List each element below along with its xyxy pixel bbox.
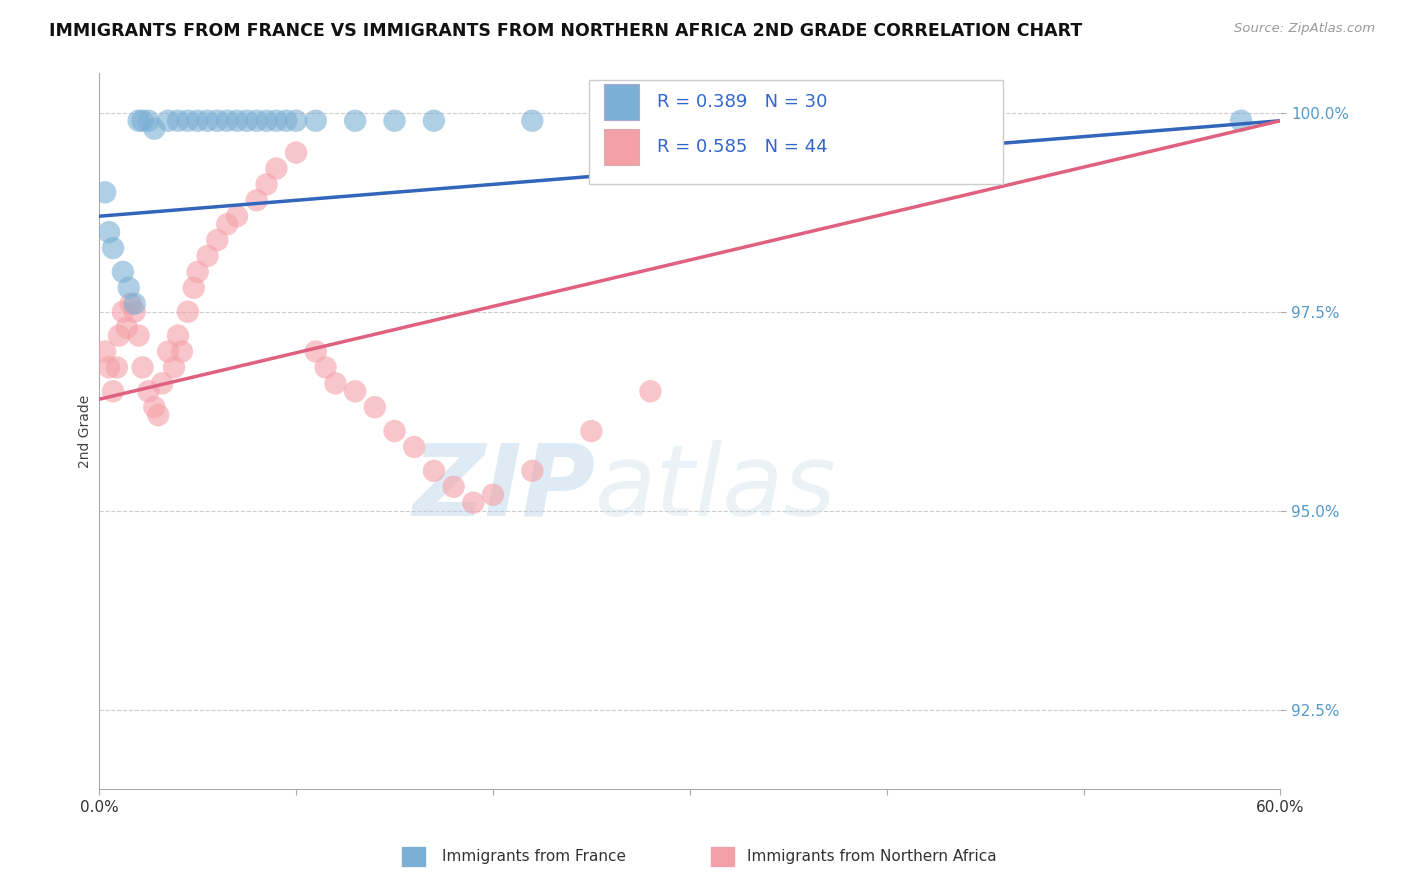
Text: IMMIGRANTS FROM FRANCE VS IMMIGRANTS FROM NORTHERN AFRICA 2ND GRADE CORRELATION : IMMIGRANTS FROM FRANCE VS IMMIGRANTS FRO… (49, 22, 1083, 40)
Point (522, 113, 544, 128)
Point (266, 161, 288, 176)
Point (207, 113, 229, 128)
Point (1230, 113, 1253, 128)
Text: ZIP: ZIP (412, 440, 595, 537)
Bar (603, 129, 638, 165)
Point (143, 400, 166, 414)
Point (143, 121, 166, 136)
Point (226, 209, 249, 223)
Point (131, 113, 153, 128)
Point (124, 297, 146, 311)
Point (256, 113, 278, 128)
Text: Immigrants from France: Immigrants from France (443, 849, 626, 863)
Point (108, 328, 131, 343)
Point (404, 440, 426, 454)
Point (364, 400, 387, 414)
Point (138, 384, 160, 399)
Point (187, 265, 209, 279)
Point (177, 113, 200, 128)
Point (522, 464, 544, 478)
Point (423, 464, 446, 478)
Point (285, 113, 308, 128)
Point (105, 360, 128, 375)
Point (276, 113, 298, 128)
Point (344, 384, 367, 399)
Point (131, 360, 153, 375)
Point (581, 424, 603, 438)
Point (187, 113, 209, 128)
Point (217, 217, 239, 231)
FancyBboxPatch shape (589, 80, 1002, 184)
Point (128, 113, 150, 128)
Point (285, 145, 308, 160)
Y-axis label: 2nd Grade: 2nd Grade (79, 394, 93, 467)
Point (423, 113, 446, 128)
Point (115, 320, 138, 334)
Point (226, 113, 249, 128)
Point (157, 344, 180, 359)
Point (246, 113, 269, 128)
Point (197, 249, 219, 263)
Bar (603, 84, 638, 120)
Point (236, 113, 259, 128)
Text: R = 0.389   N = 30: R = 0.389 N = 30 (657, 93, 827, 111)
Point (482, 488, 505, 502)
Point (266, 113, 288, 128)
Point (463, 496, 485, 510)
Point (163, 360, 186, 375)
Point (150, 376, 173, 391)
Point (118, 281, 141, 295)
Point (177, 304, 200, 318)
Point (344, 113, 367, 128)
Point (157, 113, 180, 128)
Point (305, 113, 328, 128)
Point (315, 360, 337, 375)
Point (98, 360, 121, 375)
Point (207, 233, 229, 247)
Point (246, 194, 269, 208)
Point (111, 265, 134, 279)
Text: R = 0.585   N = 44: R = 0.585 N = 44 (657, 138, 827, 156)
Point (197, 113, 219, 128)
Point (148, 408, 170, 422)
Text: atlas: atlas (595, 440, 837, 537)
Point (94, 344, 117, 359)
Point (101, 384, 124, 399)
Point (120, 297, 142, 311)
Point (170, 344, 193, 359)
Point (305, 344, 328, 359)
Text: Source: ZipAtlas.com: Source: ZipAtlas.com (1234, 22, 1375, 36)
Point (94, 186, 117, 200)
Point (101, 241, 124, 255)
Point (217, 113, 239, 128)
Point (167, 328, 190, 343)
Point (384, 113, 406, 128)
Point (138, 113, 160, 128)
Point (640, 384, 662, 399)
Point (384, 424, 406, 438)
Point (443, 480, 465, 494)
Point (98, 225, 121, 239)
Point (124, 304, 146, 318)
Point (325, 376, 347, 391)
Point (128, 328, 150, 343)
Point (256, 178, 278, 192)
Text: Immigrants from Northern Africa: Immigrants from Northern Africa (747, 849, 997, 863)
Point (183, 281, 205, 295)
Point (167, 113, 190, 128)
Point (111, 304, 134, 318)
